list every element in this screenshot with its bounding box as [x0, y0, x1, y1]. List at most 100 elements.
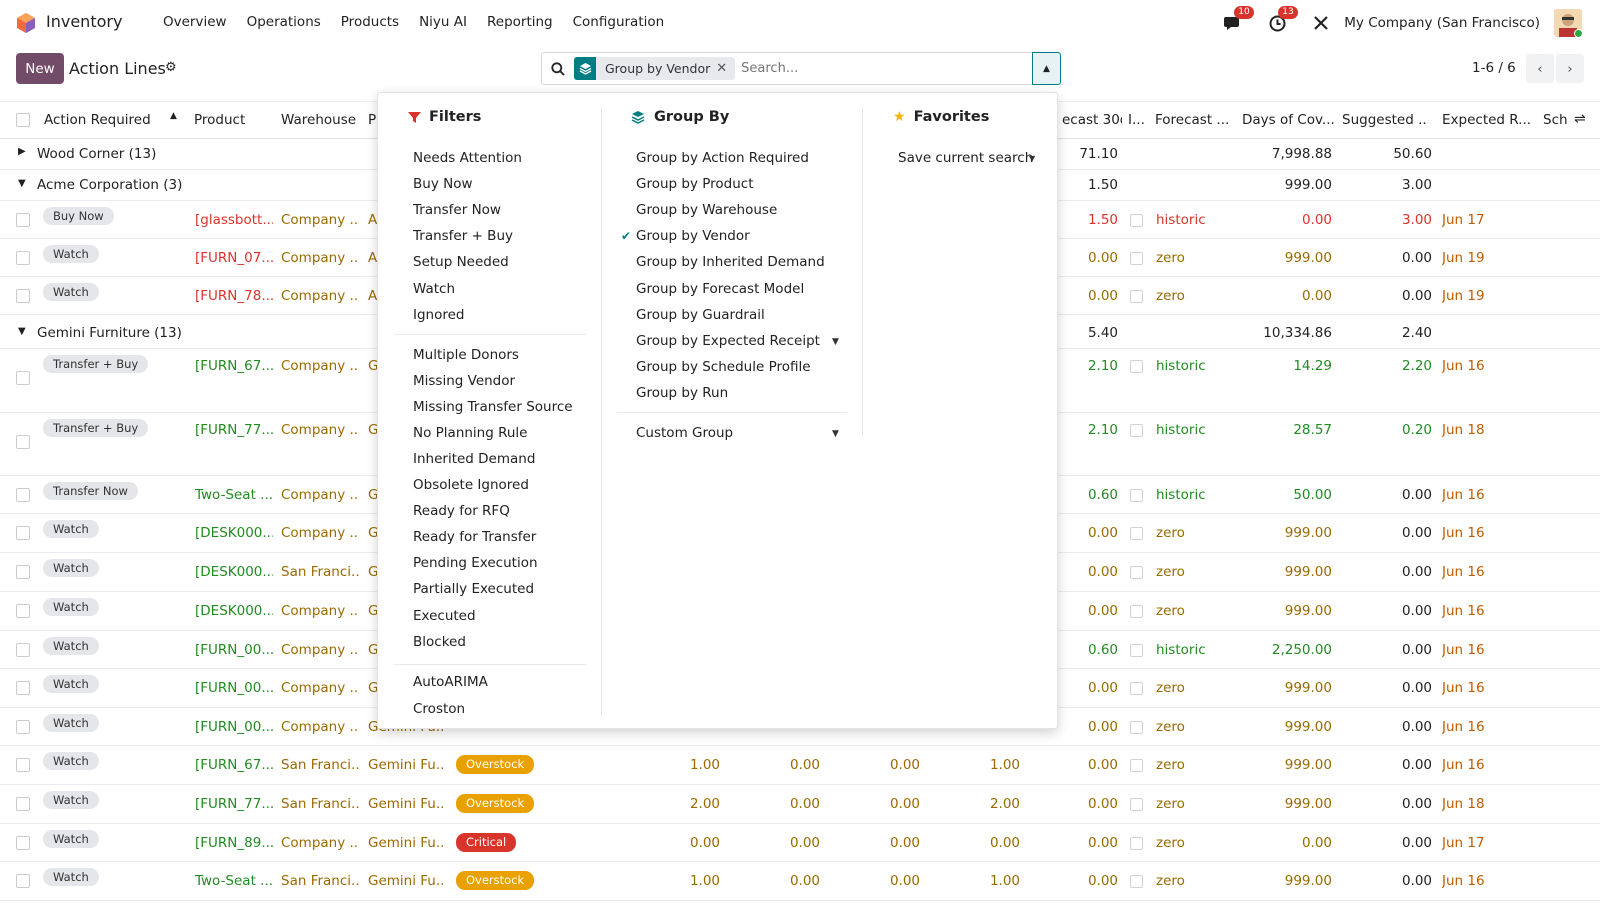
row-checkbox[interactable]: [16, 874, 30, 888]
pager-next-button[interactable]: ›: [1556, 54, 1584, 83]
row-checkbox[interactable]: [16, 836, 30, 850]
row-checkbox[interactable]: [16, 213, 30, 227]
group-by-option[interactable]: Group by Product: [636, 176, 754, 193]
new-button[interactable]: New: [16, 53, 64, 84]
col-warehouse[interactable]: Warehouse: [281, 112, 357, 128]
filter-option[interactable]: Croston: [413, 700, 466, 717]
filter-option[interactable]: Needs Attention: [413, 150, 522, 166]
search-icon[interactable]: [542, 61, 574, 76]
product-cell[interactable]: [FURN_77...: [195, 796, 273, 812]
product-cell[interactable]: [FURN_89...: [195, 835, 273, 851]
row-checkbox[interactable]: [16, 526, 30, 540]
menu-products[interactable]: Products: [340, 14, 400, 30]
filter-option[interactable]: Missing Transfer Source: [413, 399, 573, 416]
filter-option[interactable]: Blocked: [413, 633, 466, 650]
table-row[interactable]: Watch [FURN_77... San Franci... Gemini Fu..…: [0, 785, 1600, 824]
row-checkbox[interactable]: [16, 371, 30, 385]
row-checkbox[interactable]: [16, 435, 30, 449]
group-by-facet[interactable]: Group by Vendor ✕: [574, 57, 736, 80]
row-checkbox[interactable]: [16, 604, 30, 618]
filter-option[interactable]: Watch: [413, 280, 456, 297]
filter-option[interactable]: Ignored: [413, 306, 465, 323]
filter-option[interactable]: Transfer Now: [413, 202, 501, 219]
menu-configuration[interactable]: Configuration: [572, 14, 665, 30]
col-expected-receipt[interactable]: Expected R...: [1442, 112, 1530, 128]
filter-option[interactable]: Ready for Transfer: [413, 529, 537, 546]
filter-option[interactable]: Missing Vendor: [413, 373, 516, 390]
filter-option[interactable]: Inherited Demand: [413, 451, 536, 468]
company-switcher[interactable]: My Company (San Francisco): [1344, 15, 1540, 31]
col-days-of-coverage[interactable]: Days of Cov...: [1242, 112, 1334, 128]
filter-option[interactable]: Multiple Donors: [413, 347, 519, 363]
table-row[interactable]: Watch [FURN_89... Company ... Gemini Fu... C…: [0, 824, 1600, 862]
row-checkbox[interactable]: [16, 565, 30, 579]
user-avatar[interactable]: [1554, 9, 1582, 37]
row-checkbox[interactable]: [16, 643, 30, 657]
filter-option[interactable]: Obsolete Ignored: [413, 477, 529, 494]
col-p[interactable]: P: [368, 112, 377, 128]
filter-option[interactable]: Executed: [413, 607, 476, 624]
pager-value[interactable]: 1-6 / 6: [1472, 60, 1516, 76]
group-by-option[interactable]: Group by Schedule Profile: [636, 358, 811, 375]
pager-previous-button[interactable]: ‹: [1526, 54, 1554, 83]
menu-reporting[interactable]: Reporting: [486, 14, 553, 30]
filter-option[interactable]: Buy Now: [413, 176, 473, 193]
row-checkbox[interactable]: [16, 720, 30, 734]
group-by-option[interactable]: Group by Action Required: [636, 150, 809, 166]
menu-operations[interactable]: Operations: [246, 14, 321, 30]
col-suggested[interactable]: Suggested ...: [1342, 112, 1428, 128]
group-by-option[interactable]: Group by Forecast Model: [636, 280, 805, 297]
product-cell[interactable]: [FURN_00...: [195, 642, 273, 658]
col-forecast-30d[interactable]: ecast 30d: [1062, 112, 1122, 128]
filter-option[interactable]: Ready for RFQ: [413, 503, 510, 520]
filter-option[interactable]: No Planning Rule: [413, 425, 528, 442]
row-checkbox[interactable]: [16, 488, 30, 502]
search-options-toggle[interactable]: ▲: [1032, 52, 1061, 85]
group-by-option[interactable]: Group by Run: [636, 384, 729, 401]
product-cell[interactable]: [FURN_00...: [195, 680, 273, 696]
product-cell[interactable]: [FURN_00...: [195, 719, 273, 735]
group-by-option[interactable]: Group by Expected Receipt: [636, 332, 820, 349]
product-cell[interactable]: [DESK000...: [195, 525, 273, 541]
menu-niyu-ai[interactable]: Niyu AI: [419, 14, 467, 30]
product-cell[interactable]: [FURN_07...: [195, 250, 273, 266]
group-by-option[interactable]: Group by Inherited Demand: [636, 254, 825, 271]
row-checkbox[interactable]: [16, 797, 30, 811]
filter-option[interactable]: Transfer + Buy: [413, 228, 513, 245]
col-action-required[interactable]: Action Required: [44, 112, 151, 128]
group-by-option[interactable]: Group by Vendor: [636, 228, 750, 245]
search-input[interactable]: [741, 61, 1059, 76]
filter-option[interactable]: Partially Executed: [413, 581, 535, 598]
product-cell[interactable]: Two-Seat ...: [195, 487, 273, 503]
select-all-checkbox[interactable]: [16, 113, 30, 127]
product-cell[interactable]: [FURN_67...: [195, 358, 273, 374]
col-schedule[interactable]: Sch: [1543, 112, 1568, 128]
product-cell[interactable]: [FURN_78...: [195, 288, 273, 304]
column-settings-icon[interactable]: ⇌: [1574, 111, 1586, 127]
product-cell[interactable]: [FURN_67...: [195, 757, 273, 773]
app-name[interactable]: Inventory: [46, 12, 123, 31]
col-forecast-model[interactable]: Forecast ...: [1155, 112, 1230, 128]
custom-group-select[interactable]: Custom Group: [636, 425, 734, 441]
row-checkbox[interactable]: [16, 289, 30, 303]
product-cell[interactable]: Two-Seat ...: [195, 873, 273, 889]
debug-tools-button[interactable]: [1308, 10, 1334, 36]
save-current-search[interactable]: Save current search: [898, 150, 1034, 166]
col-product[interactable]: Product: [194, 112, 246, 128]
activities-button[interactable]: 13: [1264, 6, 1298, 36]
filter-option[interactable]: AutoARIMA: [413, 674, 488, 690]
filter-option[interactable]: Pending Execution: [413, 555, 538, 572]
col-i[interactable]: I...: [1128, 112, 1145, 128]
product-cell[interactable]: [FURN_77...: [195, 422, 273, 438]
row-checkbox[interactable]: [16, 251, 30, 265]
group-by-option[interactable]: Group by Guardrail: [636, 306, 765, 323]
menu-overview[interactable]: Overview: [163, 14, 227, 30]
group-by-option[interactable]: Group by Warehouse: [636, 202, 778, 219]
table-row[interactable]: Watch Two-Seat ... San Franci... Gemini Fu.…: [0, 862, 1600, 901]
product-cell[interactable]: [glassbott...: [195, 212, 273, 228]
filter-option[interactable]: Setup Needed: [413, 254, 509, 271]
row-checkbox[interactable]: [16, 758, 30, 772]
gear-icon[interactable]: ⚙: [165, 60, 177, 75]
row-checkbox[interactable]: [16, 681, 30, 695]
table-row[interactable]: Watch [FURN_67... San Franci... Gemini Fu..…: [0, 746, 1600, 785]
